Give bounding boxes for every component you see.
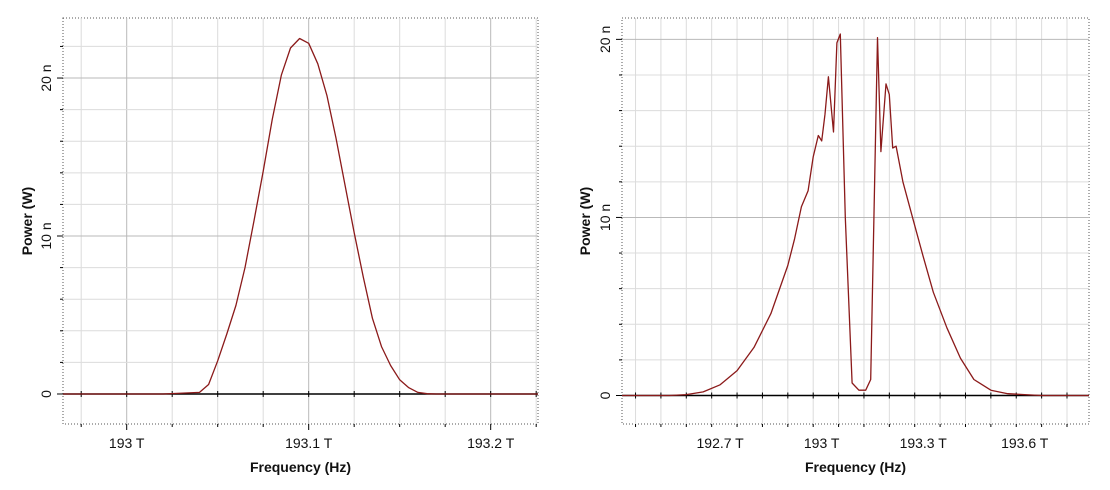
y-axis-title: Power (W) — [19, 187, 35, 255]
x-tick-label: 193.1 T — [285, 435, 333, 451]
series-line — [622, 33, 1089, 397]
x-tick-label: 193 T — [804, 435, 840, 451]
x-tick-label: 193.2 T — [467, 435, 515, 451]
x-axis-title: Frequency (Hz) — [805, 459, 906, 475]
plot-frame — [62, 17, 539, 425]
y-axis-title: Power (W) — [577, 187, 593, 255]
x-axis-title: Frequency (Hz) — [250, 459, 351, 475]
y-tick-label: 0 — [38, 390, 54, 398]
x-tick-label: 192.7 T — [697, 435, 745, 451]
x-tick-label: 193.3 T — [900, 435, 948, 451]
y-tick-label: 20 n — [38, 64, 54, 91]
y-tick-label: 0 — [597, 391, 613, 399]
series-line — [63, 37, 538, 395]
y-tick-label: 10 n — [38, 222, 54, 249]
x-tick-label: 193 T — [109, 435, 145, 451]
plot-frame — [621, 17, 1090, 425]
right-chart: 192.7 T 193 T 193.3 T 193.6 T 0 10 n 20 n Frequ… — [577, 17, 1090, 475]
x-tick-label: 193.6 T — [1001, 435, 1049, 451]
y-tick-label: 20 n — [597, 26, 613, 53]
left-chart: 193 T 193.1 T 193.2 T 0 10 n 20 n Frequency (H… — [19, 17, 539, 475]
y-tick-label: 10 n — [597, 204, 613, 231]
